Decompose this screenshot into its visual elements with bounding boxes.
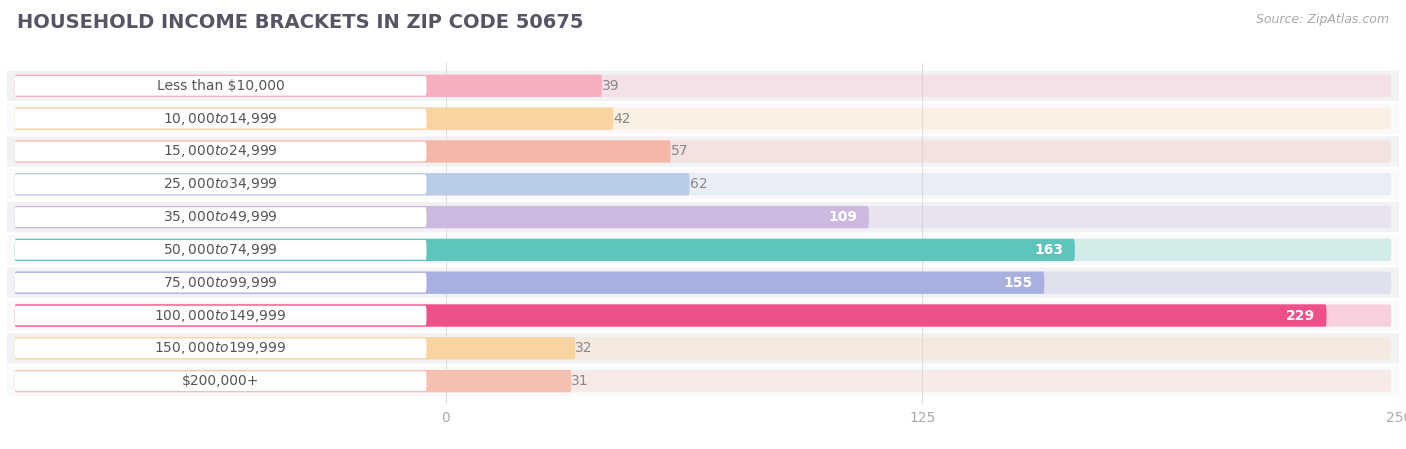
Text: 229: 229 bbox=[1286, 308, 1315, 322]
Text: $35,000 to $49,999: $35,000 to $49,999 bbox=[163, 209, 278, 225]
Text: Source: ZipAtlas.com: Source: ZipAtlas.com bbox=[1256, 13, 1389, 26]
Text: 39: 39 bbox=[602, 79, 620, 93]
FancyBboxPatch shape bbox=[14, 337, 1392, 360]
Text: 32: 32 bbox=[575, 341, 593, 355]
FancyBboxPatch shape bbox=[14, 337, 575, 360]
FancyBboxPatch shape bbox=[7, 136, 1399, 167]
Text: $200,000+: $200,000+ bbox=[181, 374, 259, 388]
Text: 155: 155 bbox=[1004, 276, 1033, 290]
Text: $25,000 to $34,999: $25,000 to $34,999 bbox=[163, 176, 278, 192]
Text: $10,000 to $14,999: $10,000 to $14,999 bbox=[163, 110, 278, 127]
FancyBboxPatch shape bbox=[14, 140, 1392, 163]
FancyBboxPatch shape bbox=[14, 109, 426, 128]
FancyBboxPatch shape bbox=[7, 333, 1399, 363]
FancyBboxPatch shape bbox=[14, 370, 571, 392]
FancyBboxPatch shape bbox=[7, 202, 1399, 232]
FancyBboxPatch shape bbox=[14, 371, 426, 391]
FancyBboxPatch shape bbox=[14, 75, 1392, 97]
FancyBboxPatch shape bbox=[14, 76, 426, 96]
Text: HOUSEHOLD INCOME BRACKETS IN ZIP CODE 50675: HOUSEHOLD INCOME BRACKETS IN ZIP CODE 50… bbox=[17, 13, 583, 32]
FancyBboxPatch shape bbox=[7, 366, 1399, 396]
FancyBboxPatch shape bbox=[14, 173, 690, 195]
FancyBboxPatch shape bbox=[14, 239, 1074, 261]
FancyBboxPatch shape bbox=[14, 339, 426, 358]
Text: 42: 42 bbox=[613, 112, 631, 126]
Text: $50,000 to $74,999: $50,000 to $74,999 bbox=[163, 242, 278, 258]
FancyBboxPatch shape bbox=[14, 239, 1392, 261]
FancyBboxPatch shape bbox=[14, 141, 426, 161]
FancyBboxPatch shape bbox=[14, 304, 1326, 327]
FancyBboxPatch shape bbox=[14, 272, 1392, 294]
FancyBboxPatch shape bbox=[7, 268, 1399, 298]
Text: $100,000 to $149,999: $100,000 to $149,999 bbox=[155, 308, 287, 324]
Text: 163: 163 bbox=[1035, 243, 1063, 257]
FancyBboxPatch shape bbox=[14, 273, 426, 293]
FancyBboxPatch shape bbox=[7, 169, 1399, 199]
FancyBboxPatch shape bbox=[14, 174, 426, 194]
FancyBboxPatch shape bbox=[14, 107, 1392, 130]
FancyBboxPatch shape bbox=[14, 304, 1392, 327]
Text: 109: 109 bbox=[828, 210, 858, 224]
FancyBboxPatch shape bbox=[14, 207, 426, 227]
FancyBboxPatch shape bbox=[14, 272, 1045, 294]
FancyBboxPatch shape bbox=[7, 71, 1399, 101]
FancyBboxPatch shape bbox=[14, 240, 426, 260]
FancyBboxPatch shape bbox=[14, 75, 602, 97]
FancyBboxPatch shape bbox=[14, 370, 1392, 392]
Text: Less than $10,000: Less than $10,000 bbox=[156, 79, 284, 93]
FancyBboxPatch shape bbox=[14, 306, 426, 326]
FancyBboxPatch shape bbox=[14, 206, 1392, 228]
FancyBboxPatch shape bbox=[7, 300, 1399, 330]
Text: $15,000 to $24,999: $15,000 to $24,999 bbox=[163, 143, 278, 159]
FancyBboxPatch shape bbox=[14, 173, 1392, 195]
FancyBboxPatch shape bbox=[14, 107, 613, 130]
Text: $150,000 to $199,999: $150,000 to $199,999 bbox=[155, 340, 287, 357]
FancyBboxPatch shape bbox=[7, 235, 1399, 265]
FancyBboxPatch shape bbox=[14, 140, 671, 163]
Text: 62: 62 bbox=[690, 177, 707, 191]
Text: 57: 57 bbox=[671, 145, 688, 158]
FancyBboxPatch shape bbox=[7, 104, 1399, 134]
Text: 31: 31 bbox=[571, 374, 589, 388]
FancyBboxPatch shape bbox=[14, 206, 869, 228]
Text: $75,000 to $99,999: $75,000 to $99,999 bbox=[163, 275, 278, 291]
